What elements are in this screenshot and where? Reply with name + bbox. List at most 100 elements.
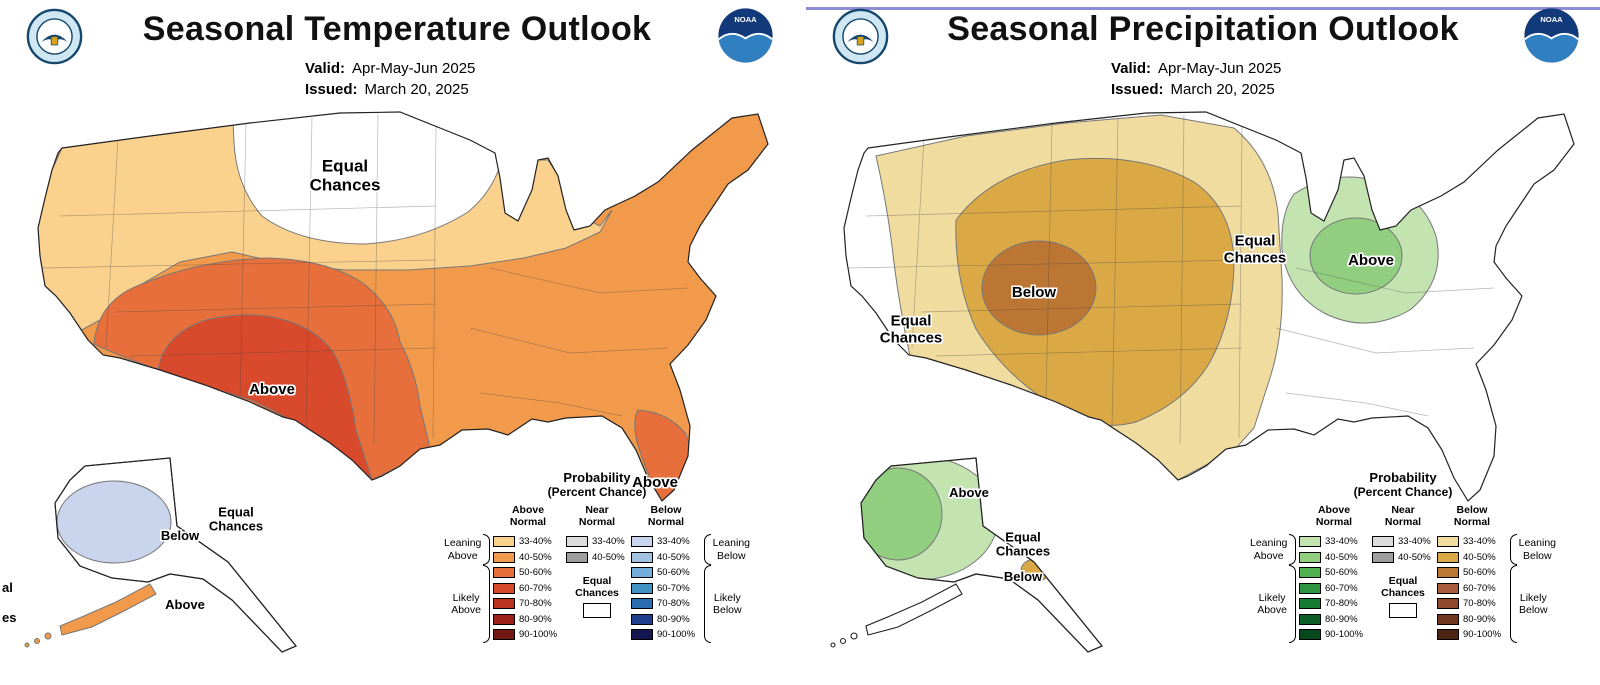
top-divider-rule: [806, 7, 1600, 10]
percent-label: 90-100%: [1463, 629, 1502, 641]
issued-label: Issued:: [1110, 81, 1164, 98]
page-title: Seasonal Precipitation Outlook: [947, 10, 1459, 48]
above-normal-header: Above Normal: [509, 504, 547, 529]
color-swatch: [493, 613, 515, 625]
map-label-west-equal: Equal Chances: [879, 312, 943, 346]
valid-value: Apr-May-Jun 2025: [351, 60, 476, 77]
legend-row: 40-50%: [1372, 550, 1434, 566]
color-swatch: [566, 551, 588, 563]
percent-label: 80-90%: [519, 613, 552, 625]
color-swatch: [1299, 629, 1321, 641]
map-label-aleutians-above: Above: [165, 596, 205, 612]
color-swatch: [1299, 598, 1321, 610]
valid-issued-block: Valid: Apr-May-Jun 2025 Issued: March 20, …: [1111, 58, 1281, 100]
below-normal-header: Below Normal: [1453, 504, 1491, 529]
percent-label: 60-70%: [519, 582, 552, 594]
color-swatch: [493, 536, 515, 548]
map-label-alaska-below: Below: [1003, 568, 1043, 584]
map-label-southwest-above: Above: [249, 380, 295, 398]
legend-body: Leaning Above Likely Above Above Normal …: [1250, 504, 1556, 643]
color-swatch: [493, 582, 515, 594]
legend-right-labels: Leaning Below Likely Below: [704, 504, 750, 643]
legend-row: 70-80%: [1437, 596, 1507, 612]
percent-label: 90-100%: [1325, 629, 1364, 641]
likely-above-label: Likely Above: [1257, 591, 1287, 616]
precipitation-map-svg: [830, 111, 1575, 653]
legend-row: 80-90%: [631, 612, 701, 628]
percent-label: 40-50%: [1463, 551, 1496, 563]
percent-label: 80-90%: [657, 613, 690, 625]
temperature-map-svg: [24, 111, 769, 653]
color-swatch: [1299, 567, 1321, 579]
percent-label: 70-80%: [1325, 598, 1358, 610]
leaning-below-group: Leaning Below: [1510, 534, 1556, 565]
aleutians-outline: [865, 583, 963, 636]
valid-value: Apr-May-Jun 2025: [1157, 60, 1282, 77]
color-swatch: [1437, 582, 1459, 594]
bracket: [483, 534, 490, 565]
color-swatch: [566, 536, 588, 548]
color-swatch: [631, 567, 653, 579]
legend-row: 33-40%: [493, 534, 563, 550]
percent-label: 33-40%: [519, 536, 552, 548]
percent-label: 90-100%: [657, 629, 696, 641]
equal-chances-label: Equal Chances: [575, 575, 619, 600]
map-label-alaska-equal: Equal Chances: [995, 529, 1051, 559]
legend-row: 80-90%: [493, 612, 563, 628]
legend-row: 90-100%: [493, 627, 563, 643]
map-label-alaska-above: Above: [949, 484, 989, 500]
leaning-below-label: Leaning Below: [1518, 537, 1556, 562]
noaa-logo-text: NOAA: [1540, 15, 1563, 24]
valid-line: Valid: Apr-May-Jun 2025: [305, 58, 475, 79]
leaning-above-group: Leaning Above: [444, 534, 490, 565]
color-swatch: [631, 613, 653, 625]
legend-row: 70-80%: [493, 596, 563, 612]
legend-row: 40-50%: [493, 550, 563, 566]
map-label-equal-chances: Equal Chances: [309, 156, 381, 194]
legend-left-labels: Leaning Above Likely Above: [1250, 504, 1296, 643]
issued-line: Issued: March 20, 2025: [305, 79, 475, 100]
legend-subtitle: (Percent Chance): [1353, 485, 1453, 499]
region-above-60-70: [157, 314, 373, 481]
legend-row: 33-40%: [566, 534, 628, 550]
percent-label: 40-50%: [592, 551, 625, 563]
percent-label: 40-50%: [657, 551, 690, 563]
legend-row: 33-40%: [1372, 534, 1434, 550]
percent-label: 50-60%: [1325, 567, 1358, 579]
precipitation-outlook-panel: Seasonal Precipitation Outlook NOAA Vali…: [806, 0, 1600, 685]
valid-label: Valid:: [1110, 60, 1151, 77]
leaning-above-label: Leaning Above: [444, 537, 482, 562]
color-swatch: [493, 567, 515, 579]
legend-below-column: Below Normal 33-40% 40-50% 50-60% 60-70%…: [1437, 504, 1507, 643]
near-normal-header: Near Normal: [1384, 504, 1422, 529]
map-label-alaska-equal: Equal Chances: [208, 504, 264, 534]
color-swatch: [1299, 613, 1321, 625]
bracket: [1510, 565, 1517, 643]
below-normal-header: Below Normal: [647, 504, 685, 529]
percent-label: 70-80%: [519, 598, 552, 610]
color-swatch: [1299, 551, 1321, 563]
valid-label: Valid:: [304, 60, 345, 77]
percent-label: 50-60%: [657, 567, 690, 579]
percent-label: 50-60%: [1463, 567, 1496, 579]
legend-row: 33-40%: [1299, 534, 1369, 550]
issued-label: Issued:: [304, 81, 358, 98]
percent-label: 90-100%: [519, 629, 558, 641]
precipitation-header: Seasonal Precipitation Outlook NOAA Vali…: [806, 0, 1600, 98]
equal-chances-swatch: [1389, 603, 1417, 619]
legend-row: 50-60%: [493, 565, 563, 581]
likely-below-group: Likely Below: [1510, 565, 1556, 643]
likely-above-group: Likely Above: [1250, 565, 1296, 643]
above-normal-header: Above Normal: [1315, 504, 1353, 529]
map-label-alaska-below: Below: [160, 527, 200, 543]
color-swatch: [493, 629, 515, 641]
commerce-seal-icon: [832, 8, 889, 70]
color-swatch: [631, 629, 653, 641]
likely-below-label: Likely Below: [1519, 591, 1548, 616]
percent-label: 33-40%: [657, 536, 690, 548]
precipitation-map: Equal Chances Below Equal Chances Above …: [806, 98, 1600, 685]
legend-left-labels: Leaning Above Likely Above: [444, 504, 490, 643]
map-label-edge-fragment: al: [2, 579, 13, 595]
color-swatch: [493, 598, 515, 610]
legend-row: 50-60%: [1437, 565, 1507, 581]
